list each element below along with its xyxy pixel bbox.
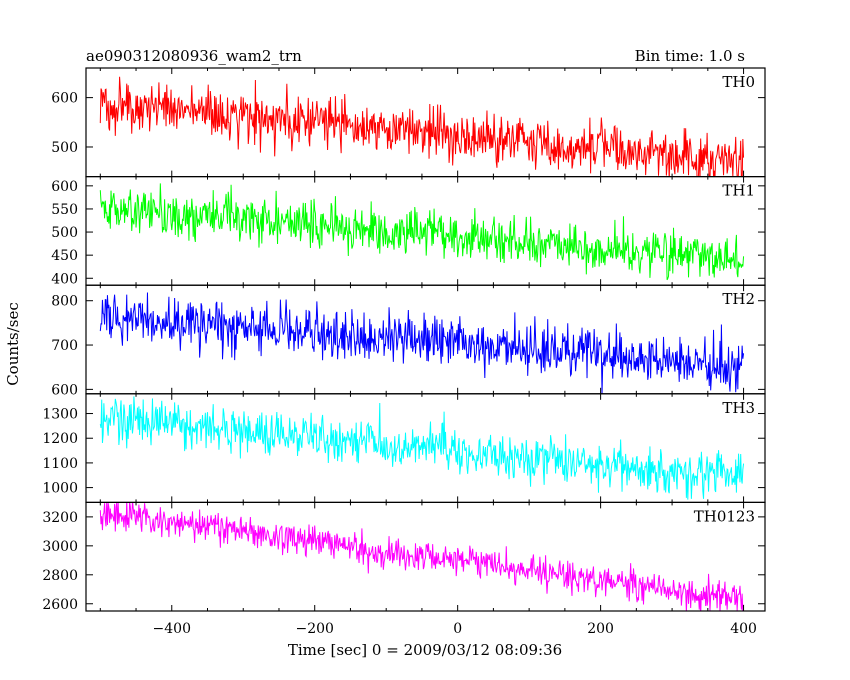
- y-tick-label: 1300: [42, 407, 78, 423]
- y-tick-label: 2600: [42, 597, 78, 613]
- x-tick-label: 200: [587, 621, 614, 637]
- y-tick-label: 400: [51, 271, 78, 287]
- y-tick-label: 550: [51, 202, 78, 218]
- panel-label: TH3: [722, 399, 755, 417]
- y-tick-label: 800: [51, 294, 78, 310]
- panel-label: TH0123: [694, 507, 755, 525]
- series-line-th2: [99, 292, 745, 394]
- panel-th0: 500 600 TH0: [51, 67, 766, 178]
- y-tick-label: 2800: [42, 568, 78, 584]
- panels-group: 500 600 TH0 400 450 500 550 600 TH1 600 700 800 TH2 1…: [42, 67, 766, 613]
- panel-th2: 600 700 800 TH2: [51, 284, 766, 398]
- y-tick-label: 600: [51, 91, 78, 107]
- y-tick-label: 700: [51, 338, 78, 354]
- panel-th1: 400 450 500 550 600 TH1: [51, 176, 766, 287]
- panel-label: TH2: [722, 290, 755, 308]
- bin-time-label: Bin time: 1.0 s: [635, 47, 745, 65]
- series-line-th0: [99, 76, 745, 177]
- y-tick-label: 500: [51, 140, 78, 156]
- y-tick-label: 1200: [42, 431, 78, 447]
- x-tick-label: 0: [453, 621, 462, 637]
- y-tick-label: 3000: [42, 539, 78, 555]
- panel-label: TH0: [722, 73, 755, 91]
- series-line-th1: [99, 183, 745, 281]
- chart-title: ae090312080936_wam2_trn: [86, 47, 302, 65]
- x-tick-label: −200: [295, 621, 333, 637]
- y-tick-label: 1000: [42, 481, 78, 497]
- y-tick-label: 500: [51, 225, 78, 241]
- y-tick-label: 3200: [42, 510, 78, 526]
- x-axis: −400 −200 0 200 400: [153, 621, 757, 637]
- y-tick-label: 600: [51, 382, 78, 398]
- y-tick-label: 450: [51, 248, 78, 264]
- series-line-th3: [99, 396, 745, 500]
- y-tick-label: 600: [51, 179, 78, 195]
- panel-th0123: 2600 2800 3000 3200 TH0123: [42, 501, 766, 613]
- panel-frame: [85, 501, 766, 612]
- x-axis-label: Time [sec] 0 = 2009/03/12 08:09:36: [288, 641, 562, 659]
- panel-label: TH1: [722, 182, 755, 200]
- y-tick-label: 1100: [42, 456, 78, 472]
- x-tick-label: 400: [730, 621, 757, 637]
- series-line-th0123: [99, 502, 745, 611]
- x-tick-label: −400: [153, 621, 191, 637]
- panel-th3: 1000 1100 1200 1300 TH3: [42, 393, 766, 503]
- y-axis-label: Counts/sec: [4, 302, 22, 386]
